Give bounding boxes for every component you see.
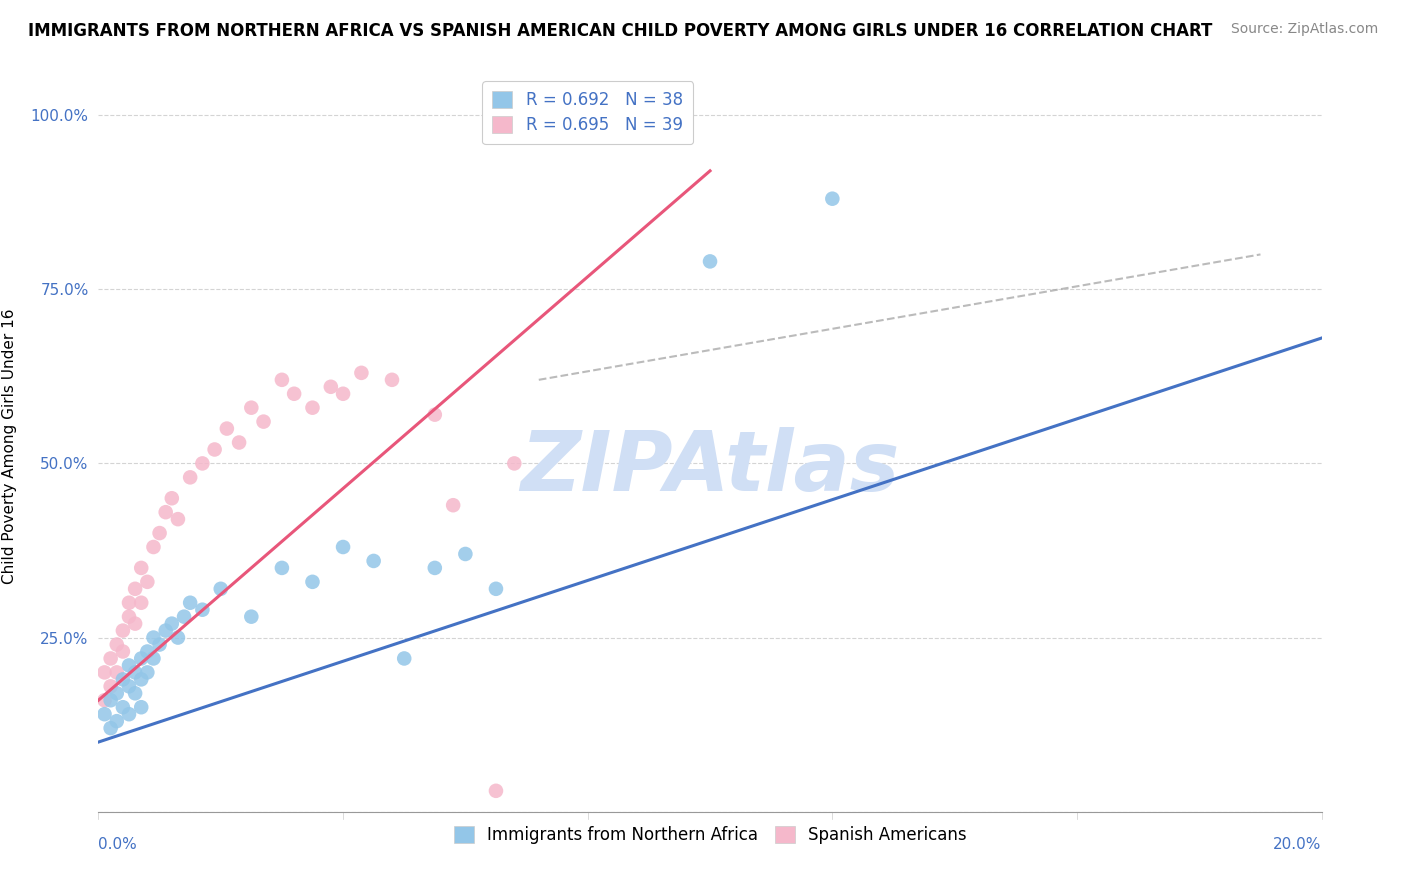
Point xyxy=(319,380,342,394)
Point xyxy=(93,665,115,680)
Point xyxy=(173,609,195,624)
Point xyxy=(129,596,152,610)
Point xyxy=(283,386,305,401)
Point xyxy=(155,624,177,638)
Text: 0.0%: 0.0% xyxy=(98,838,138,853)
Point xyxy=(142,631,165,645)
Point xyxy=(204,442,226,457)
Point xyxy=(252,415,274,429)
Point xyxy=(699,254,721,268)
Point xyxy=(240,609,263,624)
Point xyxy=(191,603,214,617)
Point xyxy=(485,784,508,798)
Point xyxy=(105,638,128,652)
Point xyxy=(332,540,354,554)
Point xyxy=(270,561,292,575)
Point xyxy=(167,512,190,526)
Text: Source: ZipAtlas.com: Source: ZipAtlas.com xyxy=(1230,22,1378,37)
Point xyxy=(93,707,115,722)
Point xyxy=(105,714,128,728)
Point xyxy=(301,401,323,415)
Point xyxy=(129,673,152,687)
Text: IMMIGRANTS FROM NORTHERN AFRICA VS SPANISH AMERICAN CHILD POVERTY AMONG GIRLS UN: IMMIGRANTS FROM NORTHERN AFRICA VS SPANI… xyxy=(28,22,1212,40)
Point xyxy=(124,616,146,631)
Point xyxy=(136,644,159,658)
Point xyxy=(363,554,385,568)
Point xyxy=(129,700,152,714)
Point xyxy=(270,373,292,387)
Text: ZIPAtlas: ZIPAtlas xyxy=(520,427,900,508)
Point xyxy=(105,665,128,680)
Point xyxy=(111,644,134,658)
Point xyxy=(118,707,141,722)
Y-axis label: Child Poverty Among Girls Under 16: Child Poverty Among Girls Under 16 xyxy=(1,309,17,583)
Point xyxy=(136,665,159,680)
Point xyxy=(118,609,141,624)
Point xyxy=(111,624,134,638)
Point xyxy=(149,638,172,652)
Point xyxy=(381,373,404,387)
Point xyxy=(111,700,134,714)
Point xyxy=(100,679,122,693)
Point xyxy=(516,108,538,122)
Point xyxy=(155,505,177,519)
Point xyxy=(240,401,263,415)
Point xyxy=(105,686,128,700)
Point xyxy=(136,574,159,589)
Legend: Immigrants from Northern Africa, Spanish Americans: Immigrants from Northern Africa, Spanish… xyxy=(447,820,973,851)
Point xyxy=(423,561,446,575)
Point xyxy=(301,574,323,589)
Point xyxy=(209,582,232,596)
Point xyxy=(160,491,183,506)
Point xyxy=(118,658,141,673)
Point xyxy=(167,631,190,645)
Point xyxy=(129,561,152,575)
Point xyxy=(423,408,446,422)
Point xyxy=(160,616,183,631)
Point xyxy=(350,366,373,380)
Point xyxy=(124,686,146,700)
Point xyxy=(179,470,201,484)
Point xyxy=(124,665,146,680)
Text: 20.0%: 20.0% xyxy=(1274,838,1322,853)
Point xyxy=(142,540,165,554)
Point xyxy=(215,421,238,435)
Point xyxy=(392,651,416,665)
Point xyxy=(100,721,122,735)
Point xyxy=(179,596,201,610)
Point xyxy=(149,526,172,541)
Point xyxy=(228,435,250,450)
Point xyxy=(441,498,464,512)
Point xyxy=(93,693,115,707)
Point xyxy=(111,673,134,687)
Point xyxy=(129,651,152,665)
Point xyxy=(142,651,165,665)
Point xyxy=(485,582,508,596)
Point xyxy=(100,651,122,665)
Point xyxy=(118,596,141,610)
Point xyxy=(118,679,141,693)
Point xyxy=(191,457,214,471)
Point xyxy=(100,693,122,707)
Point xyxy=(454,547,477,561)
Point xyxy=(124,582,146,596)
Point xyxy=(503,457,526,471)
Point xyxy=(332,386,354,401)
Point xyxy=(821,192,844,206)
